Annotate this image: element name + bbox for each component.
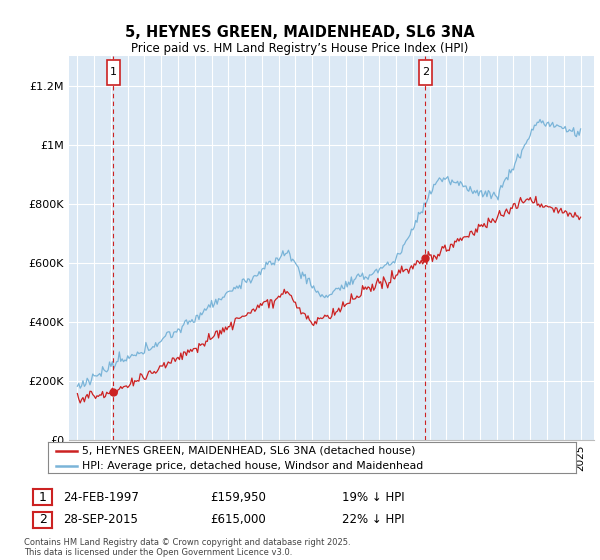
Text: 5, HEYNES GREEN, MAIDENHEAD, SL6 3NA: 5, HEYNES GREEN, MAIDENHEAD, SL6 3NA [125,25,475,40]
Bar [419,60,432,85]
Text: 2: 2 [422,67,429,77]
Text: Price paid vs. HM Land Registry’s House Price Index (HPI): Price paid vs. HM Land Registry’s House … [131,42,469,55]
Text: 24-FEB-1997: 24-FEB-1997 [63,491,139,504]
Text: 1: 1 [110,67,117,77]
Text: HPI: Average price, detached house, Windsor and Maidenhead: HPI: Average price, detached house, Wind… [82,461,424,472]
Text: £615,000: £615,000 [210,513,266,526]
Text: 5, HEYNES GREEN, MAIDENHEAD, SL6 3NA (detached house): 5, HEYNES GREEN, MAIDENHEAD, SL6 3NA (de… [82,446,416,456]
Text: 1: 1 [38,491,47,504]
Text: 19% ↓ HPI: 19% ↓ HPI [342,491,404,504]
Text: 2: 2 [38,513,47,526]
Text: 28-SEP-2015: 28-SEP-2015 [63,513,138,526]
Text: Contains HM Land Registry data © Crown copyright and database right 2025.
This d: Contains HM Land Registry data © Crown c… [24,538,350,557]
Bar [107,60,120,85]
Text: 22% ↓ HPI: 22% ↓ HPI [342,513,404,526]
Text: £159,950: £159,950 [210,491,266,504]
